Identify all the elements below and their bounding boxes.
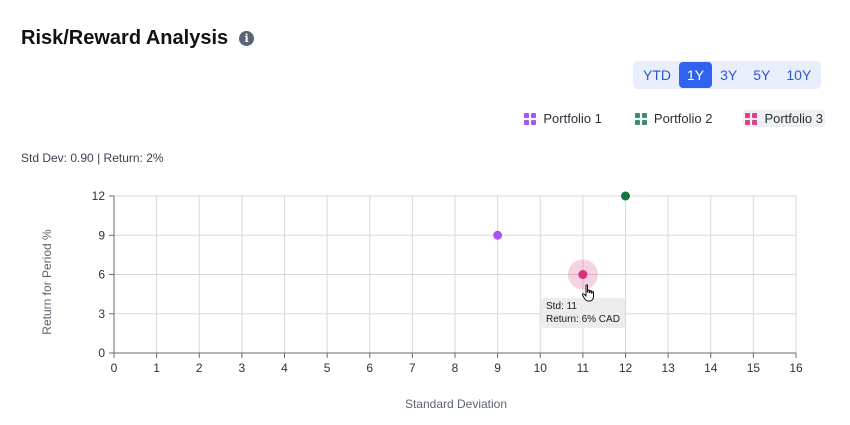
y-tick-label: 9	[98, 228, 105, 242]
y-tick-label: 6	[98, 268, 105, 282]
x-tick-label: 3	[239, 361, 246, 375]
x-tick-label: 1	[153, 361, 160, 375]
x-tick-label: 15	[747, 361, 761, 375]
x-tick-label: 10	[534, 361, 548, 375]
point-tooltip: Std: 11 Return: 6% CAD	[541, 298, 625, 328]
stats-readout: Std Dev: 0.90 | Return: 2%	[21, 151, 164, 165]
y-tick-label: 12	[92, 189, 106, 203]
legend-swatch-portfolio-2	[634, 112, 647, 125]
x-tick-label: 13	[661, 361, 675, 375]
tooltip-return: Return: 6% CAD	[546, 314, 620, 325]
x-tick-label: 11	[577, 361, 590, 375]
legend-label: Portfolio 2	[653, 111, 713, 126]
period-ytd-button[interactable]: YTD	[643, 67, 671, 83]
x-tick-label: 0	[111, 361, 118, 375]
y-axis-label: Return for Period %	[40, 229, 54, 335]
legend-item-portfolio-3[interactable]: Portfolio 3	[743, 110, 825, 127]
page-title: Risk/Reward Analysis i	[21, 27, 255, 50]
x-tick-label: 9	[494, 361, 501, 375]
x-tick-label: 7	[409, 361, 416, 375]
data-point-portfolio-3	[578, 270, 588, 279]
legend-swatch-portfolio-3	[745, 112, 758, 125]
chart-grid	[113, 195, 797, 354]
x-tick-label: 4	[281, 361, 288, 375]
legend-label: Portfolio 1	[543, 111, 602, 126]
period-5y-button[interactable]: 5Y	[753, 67, 771, 83]
stats-separator: |	[97, 151, 101, 165]
x-tick-label: 6	[366, 361, 373, 375]
x-tick-label: 14	[704, 361, 718, 375]
x-tick-label: 16	[789, 361, 803, 375]
hand-cursor-icon	[581, 284, 594, 302]
data-point-portfolio-1	[493, 230, 503, 240]
legend-item-portfolio-1[interactable]: Portfolio 1	[522, 110, 604, 127]
page-title-text: Risk/Reward Analysis	[21, 27, 229, 49]
x-tick-label: 2	[196, 361, 203, 375]
y-tick-label: 3	[98, 307, 105, 321]
period-selector: YTD 1Y 3Y 5Y 10Y	[633, 61, 822, 89]
return-readout: Return: 2%	[103, 151, 164, 165]
x-tick-label: 12	[619, 361, 633, 375]
info-icon[interactable]: i	[239, 31, 255, 46]
period-3y-button[interactable]: 3Y	[720, 67, 738, 83]
legend-label: Portfolio 3	[764, 111, 823, 126]
x-axis-label: Standard Deviation	[405, 397, 507, 411]
std-dev-readout: Std Dev: 0.90	[21, 151, 94, 165]
x-tick-label: 5	[324, 361, 331, 375]
data-point-portfolio-2	[621, 191, 630, 201]
tooltip-std: Std: 11	[546, 301, 577, 312]
y-tick-label: 0	[98, 346, 105, 360]
legend-item-portfolio-2[interactable]: Portfolio 2	[633, 110, 715, 127]
period-1y-button[interactable]: 1Y	[679, 62, 713, 88]
period-10y-button[interactable]: 10Y	[786, 67, 812, 83]
x-tick-label: 8	[452, 361, 459, 375]
chart-legend: Portfolio 1 Portfolio 2 Portfolio 3	[493, 110, 825, 127]
chart-points	[493, 191, 630, 290]
legend-swatch-portfolio-1	[524, 112, 537, 125]
